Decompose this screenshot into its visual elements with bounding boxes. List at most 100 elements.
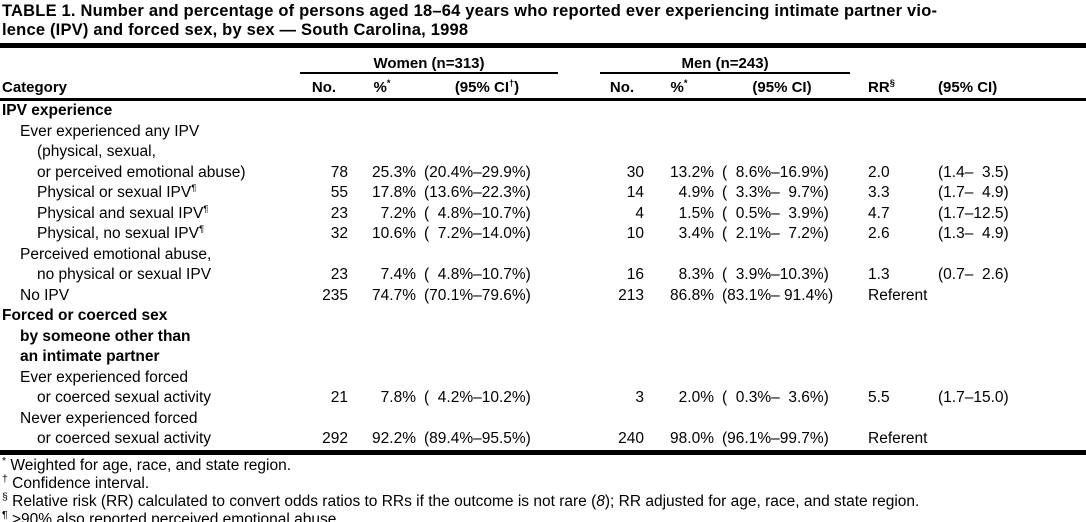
ci-label-close: ) [514, 79, 520, 96]
spacer [558, 286, 600, 307]
women-pct-header: %* [348, 73, 416, 101]
table-row: an intimate partner [0, 347, 1086, 368]
footnote-text: Relative risk (RR) calculated to convert… [12, 492, 597, 510]
women-no-cell [300, 100, 348, 122]
spacer [558, 204, 600, 225]
rr-cell: 5.5 [868, 389, 890, 406]
men-ci-cell: ( 2.1%– 7.2%) [722, 225, 829, 242]
rr-ci-cell [938, 100, 1086, 122]
men-ci-cell [714, 347, 850, 368]
women-pct-cell [348, 122, 416, 143]
spacer [558, 368, 600, 389]
section-marker: § [2, 490, 8, 503]
spacer [868, 48, 938, 73]
women-pct-cell: 92.2% [372, 430, 416, 447]
footnotes: * Weighted for age, race, and state regi… [0, 455, 1086, 522]
dagger-marker: † [509, 78, 515, 88]
rr-label: RR [868, 79, 890, 96]
spacer [850, 409, 868, 430]
women-no-cell [300, 122, 348, 143]
men-no-cell: 10 [626, 225, 644, 242]
rr-cell: Referent [868, 286, 928, 304]
women-ci-cell: ( 7.2%–14.0%) [424, 225, 531, 242]
table-row: Forced or coerced sex [0, 306, 1086, 327]
men-no-cell [600, 306, 644, 327]
spacer [850, 429, 868, 450]
men-no-cell: 30 [626, 163, 644, 181]
row-label: Physical, no sexual IPV¶ [0, 224, 300, 245]
women-ci-cell [416, 368, 558, 389]
rr-ci-cell [938, 286, 1086, 307]
row-label: by someone other than [20, 327, 191, 345]
rr-ci-cell [938, 368, 1086, 389]
table-row: No IPV 235 74.7% (70.1%–79.6%) 213 86.8% (83.1… [0, 286, 1086, 307]
men-no-cell [600, 100, 644, 122]
row-label: No IPV [20, 286, 70, 304]
men-ci-cell [714, 409, 850, 430]
women-pct-cell: 7.4% [380, 266, 416, 283]
women-no-cell [300, 327, 348, 348]
women-pct-cell [348, 368, 416, 389]
women-ci-cell: ( 4.8%–10.7%) [424, 266, 531, 283]
men-pct-cell [644, 368, 714, 389]
row-label: Ever experienced any IPV [20, 122, 200, 140]
men-no-cell [600, 122, 644, 143]
group-header-row: Women (n=313) Men (n=243) [0, 48, 1086, 74]
rr-ci-cell: (1.3– 4.9) [938, 225, 1009, 242]
footnote-text: ); RR adjusted for age, race, and state … [604, 492, 920, 510]
women-ci-cell [416, 327, 558, 348]
rr-header: RR§ [868, 73, 939, 101]
men-no-header: No. [600, 73, 644, 101]
women-ci-cell [416, 142, 558, 163]
men-ci-cell [714, 100, 850, 122]
men-no-cell [600, 142, 644, 163]
spacer [938, 48, 1086, 73]
spacer [558, 265, 600, 286]
women-pct-cell [348, 306, 416, 327]
row-label-text: Physical or sexual IPV [37, 184, 192, 201]
rr-ci-cell [938, 347, 1086, 368]
men-ci-cell: (83.1%– 91.4%) [722, 286, 834, 304]
rr-cell: 4.7 [868, 204, 890, 222]
table-row: Perceived emotional abuse, [0, 245, 1086, 266]
spacer [558, 142, 600, 163]
women-no-cell: 55 [330, 184, 348, 201]
men-pct-cell [644, 142, 714, 163]
women-no-cell: 235 [322, 286, 348, 304]
women-pct-cell [348, 245, 416, 266]
asterisk-marker: * [2, 454, 7, 467]
table-title-line1: TABLE 1. Number and percentage of person… [2, 2, 938, 20]
women-no-cell: 23 [330, 204, 348, 222]
paragraph-marker: ¶ [191, 182, 197, 194]
women-pct-cell: 7.2% [380, 204, 416, 222]
men-ci-cell [714, 368, 850, 389]
women-group-header: Women (n=313) [300, 48, 558, 74]
row-label-text: Physical, no sexual IPV [37, 225, 199, 242]
women-no-cell: 292 [322, 430, 348, 447]
spacer [850, 183, 868, 204]
spacer [558, 100, 600, 122]
rr-ci-header: (95% CI) [938, 73, 1086, 101]
rr-cell [868, 100, 938, 122]
rr-cell [868, 347, 938, 368]
row-label-text: Physical and sexual IPV [37, 204, 204, 222]
men-no-cell [600, 327, 644, 348]
table-row: or coerced sexual activity 292 92.2% (89.4%… [0, 429, 1086, 450]
men-ci-cell: ( 8.6%–16.9%) [722, 163, 829, 181]
men-no-cell: 4 [635, 204, 644, 222]
women-pct-cell [348, 347, 416, 368]
footnote-text: Confidence interval. [12, 474, 150, 492]
rr-ci-cell [938, 327, 1086, 348]
men-pct-cell: 1.5% [678, 204, 714, 222]
rr-ci-cell: (1.7–15.0) [938, 389, 1009, 406]
table-row: Ever experienced forced [0, 368, 1086, 389]
men-ci-cell [714, 306, 850, 327]
footnote-weighted: * Weighted for age, race, and state regi… [2, 454, 1084, 475]
spacer [850, 327, 868, 348]
spacer [850, 142, 868, 163]
column-header-row: Category No. %* (95% CI†) No. %* (95% CI… [0, 73, 1086, 101]
rr-ci-cell: (0.7– 2.6) [938, 266, 1009, 283]
paragraph-marker: ¶ [198, 223, 205, 235]
rr-ci-cell: (1.7– 4.9) [938, 184, 1009, 201]
